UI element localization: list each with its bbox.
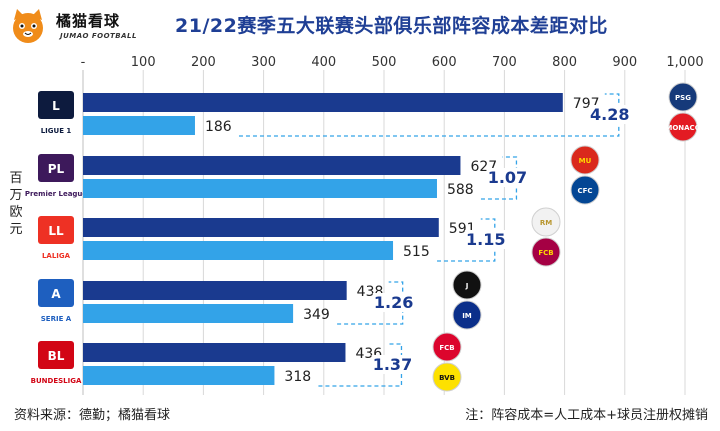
serie-a-logo-icon: A SERIE A (38, 279, 74, 323)
ratio-label-background (464, 230, 507, 249)
ratio-label-background (588, 105, 631, 124)
badge-mark: PSG (675, 94, 691, 102)
bar-top-club (83, 343, 346, 362)
league-name-label: LIGUE 1 (41, 127, 72, 135)
bar-value-label: 588 (447, 182, 474, 198)
league-logo-mark: PL (48, 162, 65, 176)
badge-shape (432, 362, 462, 392)
x-tick-label: - (81, 55, 86, 70)
y-axis-unit-label: 百万欧元 (9, 171, 23, 237)
chelsea-badge-icon: CFC (570, 175, 600, 205)
inter-badge-icon: IM (452, 300, 482, 330)
league-logo-shape (38, 154, 74, 182)
ligue-1-logo-icon: L LIGUE 1 (38, 91, 74, 135)
bar-second-club (83, 179, 437, 198)
bar-value-label: 318 (284, 369, 311, 385)
league-logo-shape (38, 216, 74, 244)
manutd-badge-icon: MU (570, 145, 600, 175)
badge-shape (452, 300, 482, 330)
bar-second-club (83, 304, 294, 323)
badge-shape (570, 175, 600, 205)
ratio-label: 1.07 (488, 168, 527, 187)
x-tick-label: 600 (432, 55, 457, 70)
bar-top-club (83, 93, 563, 112)
footer-note: 注：阵容成本=人工成本+球员注册权摊销 (465, 408, 708, 423)
badge-shape (452, 270, 482, 300)
league-logo-mark: A (51, 287, 61, 301)
badge-shape (570, 145, 600, 175)
badge-mark: CFC (577, 187, 592, 195)
x-tick-label: 400 (311, 55, 336, 70)
footer-source: 资料来源：德勤；橘猫看球 (14, 408, 171, 423)
badge-shape (668, 112, 698, 142)
badge-shape (531, 237, 561, 267)
ratio-label: 1.37 (373, 355, 412, 374)
cat-logo-icon (13, 9, 43, 43)
league-logo-mark: LL (48, 224, 64, 238)
badge-mark: J (465, 282, 469, 290)
badge-mark: FCB (439, 344, 454, 352)
ratio-label: 1.26 (374, 293, 413, 312)
badge-mark: RM (540, 219, 552, 227)
bvb-badge-icon: BVB (432, 362, 462, 392)
x-tick-label: 200 (191, 55, 216, 70)
brand-logo: 橘猫看球 JUMAO FOOTBALL (8, 4, 158, 50)
bar-value-label: 349 (303, 307, 330, 323)
ratio-label: 1.15 (466, 230, 505, 249)
x-tick-label: 500 (372, 55, 397, 70)
bar-top-club (83, 218, 439, 237)
bar-top-club (83, 156, 461, 175)
ratio-label: 4.28 (590, 105, 629, 124)
league-name-label: LALIGA (42, 252, 71, 260)
x-tick-label: 1,000 (666, 55, 703, 70)
badge-mark: BVB (439, 374, 455, 382)
ratio-label-background (371, 355, 414, 374)
chart-title: 21/22赛季五大联赛头部俱乐部阵容成本差距对比 (175, 15, 608, 37)
bar-second-club (83, 116, 195, 135)
league-logo-mark: L (52, 99, 60, 113)
badge-mark: MU (579, 157, 592, 165)
bar-second-club (83, 241, 394, 260)
premier-league-logo-icon: PL Premier League (25, 154, 88, 198)
badge-mark: MONACO (665, 124, 700, 132)
badge-mark: FCB (538, 249, 553, 257)
psg-badge-icon: PSG (668, 82, 698, 112)
badge-mark: IM (462, 312, 472, 320)
league-logo-mark: BL (48, 349, 65, 363)
x-tick-label: 100 (131, 55, 156, 70)
laliga-logo-icon: LL LALIGA (38, 216, 74, 260)
league-logo-shape (38, 91, 74, 119)
badge-shape (531, 207, 561, 237)
bar-second-club (83, 366, 275, 385)
bar-top-club (83, 281, 347, 300)
real-badge-icon: RM (531, 207, 561, 237)
league-logo-shape (38, 279, 74, 307)
x-tick-label: 800 (552, 55, 577, 70)
badge-shape (668, 82, 698, 112)
x-tick-label: 700 (492, 55, 517, 70)
brand-name: 橘猫看球 (56, 12, 121, 30)
bar-value-label: 186 (205, 119, 232, 135)
x-tick-label: 300 (251, 55, 276, 70)
ratio-label-background (372, 293, 415, 312)
barca-badge-icon: FCB (531, 237, 561, 267)
x-tick-label: 900 (612, 55, 637, 70)
league-name-label: Premier League (25, 190, 88, 198)
league-logo-shape (38, 341, 74, 369)
bar-value-label: 515 (403, 244, 430, 260)
league-name-label: SERIE A (41, 315, 72, 323)
badge-shape (432, 332, 462, 362)
brand-subtitle: JUMAO FOOTBALL (60, 32, 137, 40)
juve-badge-icon: J (452, 270, 482, 300)
bundesliga-logo-icon: BL BUNDESLIGA (31, 341, 82, 385)
bayern-badge-icon: FCB (432, 332, 462, 362)
ratio-label-background (486, 168, 529, 187)
monaco-badge-icon: MONACO (665, 112, 701, 142)
league-name-label: BUNDESLIGA (31, 377, 82, 385)
